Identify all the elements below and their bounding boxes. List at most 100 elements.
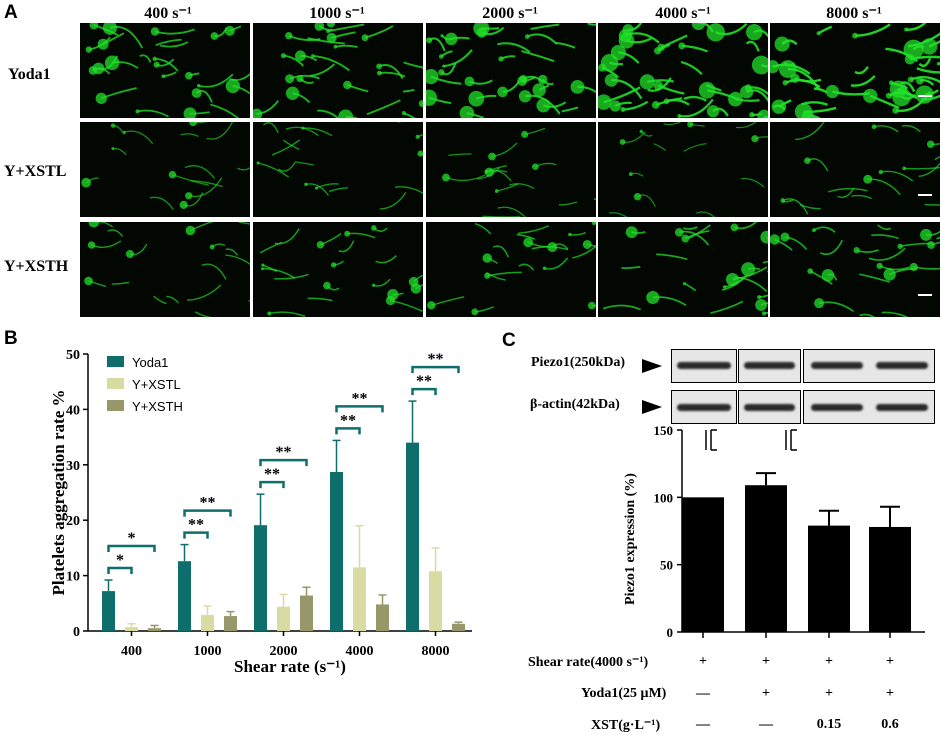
platelet-aggregate (183, 107, 197, 118)
significance-mark: ** (264, 466, 280, 483)
platelet-aggregate (135, 109, 140, 114)
platelet-aggregate (261, 263, 265, 267)
platelet-strand (225, 254, 250, 266)
platelet-aggregate (807, 268, 814, 274)
platelet-aggregate (804, 157, 811, 165)
platelet-strand (328, 187, 349, 192)
platelet-aggregate (618, 32, 635, 49)
platelet-strand (277, 162, 296, 172)
significance-mark: ** (416, 373, 432, 390)
micrograph (80, 23, 250, 118)
platelet-aggregate (191, 88, 202, 98)
platelet-aggregate (122, 130, 126, 135)
platelet-strand (282, 139, 300, 150)
platelet-strand (159, 41, 189, 48)
protein-band (677, 362, 731, 369)
platelet-aggregate (755, 299, 768, 311)
row-label-y-xsth: Y+XSTH (4, 258, 69, 275)
platelet-strand (681, 44, 708, 53)
platelet-aggregate (314, 23, 325, 31)
platelet-strand (924, 203, 940, 206)
platelet-strand (868, 247, 906, 261)
y-tick-label: 10 (66, 570, 80, 585)
platelet-strand (663, 122, 681, 126)
platelet-aggregate (464, 76, 475, 87)
platelet-strand (274, 228, 300, 245)
platelet-strand (379, 191, 407, 210)
significance-bracket (107, 566, 133, 575)
column-title-400: 400 s⁻¹ (144, 5, 192, 22)
bar (869, 526, 911, 632)
platelet-strand (305, 183, 330, 196)
platelet-strand (801, 101, 828, 106)
platelet-aggregate (344, 230, 351, 237)
platelet-aggregate (517, 76, 528, 86)
platelet-strand (531, 246, 569, 251)
platelet-strand (302, 127, 333, 137)
platelet-strand (734, 222, 758, 230)
platelet-aggregate (663, 98, 670, 105)
platelet-aggregate (876, 262, 883, 269)
platelet-aggregate (915, 85, 934, 104)
platelet-strand (653, 143, 667, 151)
condition-value: + (825, 654, 833, 669)
platelet-aggregate (782, 80, 788, 86)
bar (406, 442, 419, 631)
platelet-strand (307, 37, 345, 45)
platelet-strand (312, 55, 350, 72)
platelet-aggregate (476, 27, 487, 38)
x-tick-label: 4000 (346, 644, 374, 659)
platelet-strand (327, 23, 365, 33)
platelet-strand (530, 23, 560, 30)
significance-mark: ** (276, 444, 292, 461)
platelet-aggregate (730, 223, 739, 232)
y-tick-label: 50 (660, 558, 673, 573)
platelet-aggregate (771, 99, 787, 114)
bar (125, 627, 138, 631)
platelet-aggregate (778, 60, 797, 78)
platelet-aggregate (323, 281, 331, 290)
platelet-aggregate (408, 276, 419, 287)
platelet-strand (871, 234, 899, 240)
legend-label: Yoda1 (132, 355, 168, 370)
condition-label-shear: Shear rate(4000 s⁻¹) (528, 655, 649, 670)
x-tick-label: 400 (121, 644, 142, 659)
y-tick-label: 40 (66, 403, 80, 418)
platelet-strand (445, 174, 486, 182)
platelet-strand (851, 194, 872, 200)
significance-mark: ** (352, 390, 368, 407)
platelet-aggregate (484, 167, 494, 177)
platelet-aggregate (497, 86, 508, 98)
platelet-strand (762, 260, 768, 264)
platelet-strand (544, 257, 569, 270)
platelet-aggregate (760, 230, 768, 244)
y-tick-label: 150 (654, 423, 674, 438)
platelet-strand (316, 183, 339, 189)
platelet-strand (904, 166, 940, 170)
platelet-aggregate (761, 311, 767, 316)
platelet-aggregate (168, 170, 177, 179)
legend-swatch (107, 378, 124, 389)
legend-swatch (107, 356, 124, 367)
platelet-aggregate (316, 241, 325, 249)
platelet-aggregate (371, 225, 377, 231)
protein-band (875, 404, 928, 411)
platelet-strand (394, 186, 423, 194)
platelet-aggregate (482, 253, 492, 263)
platelet-aggregate (285, 32, 293, 40)
protein-band (810, 404, 863, 411)
platelet-strand (683, 226, 698, 230)
platelet-aggregate (314, 186, 319, 190)
platelet-strand (526, 33, 558, 45)
platelet-aggregate (488, 152, 496, 161)
bar (353, 567, 366, 631)
arrow-right-icon (642, 400, 662, 414)
platelet-strand (347, 232, 376, 239)
bar (254, 525, 267, 631)
platelet-aggregate (814, 298, 825, 309)
platelet-strand (166, 295, 180, 304)
platelet-aggregate (438, 69, 445, 76)
protein-band (810, 362, 863, 369)
micrograph (253, 23, 423, 118)
legend: Yoda1 Y+XSTL Y+XSTH (107, 355, 183, 414)
